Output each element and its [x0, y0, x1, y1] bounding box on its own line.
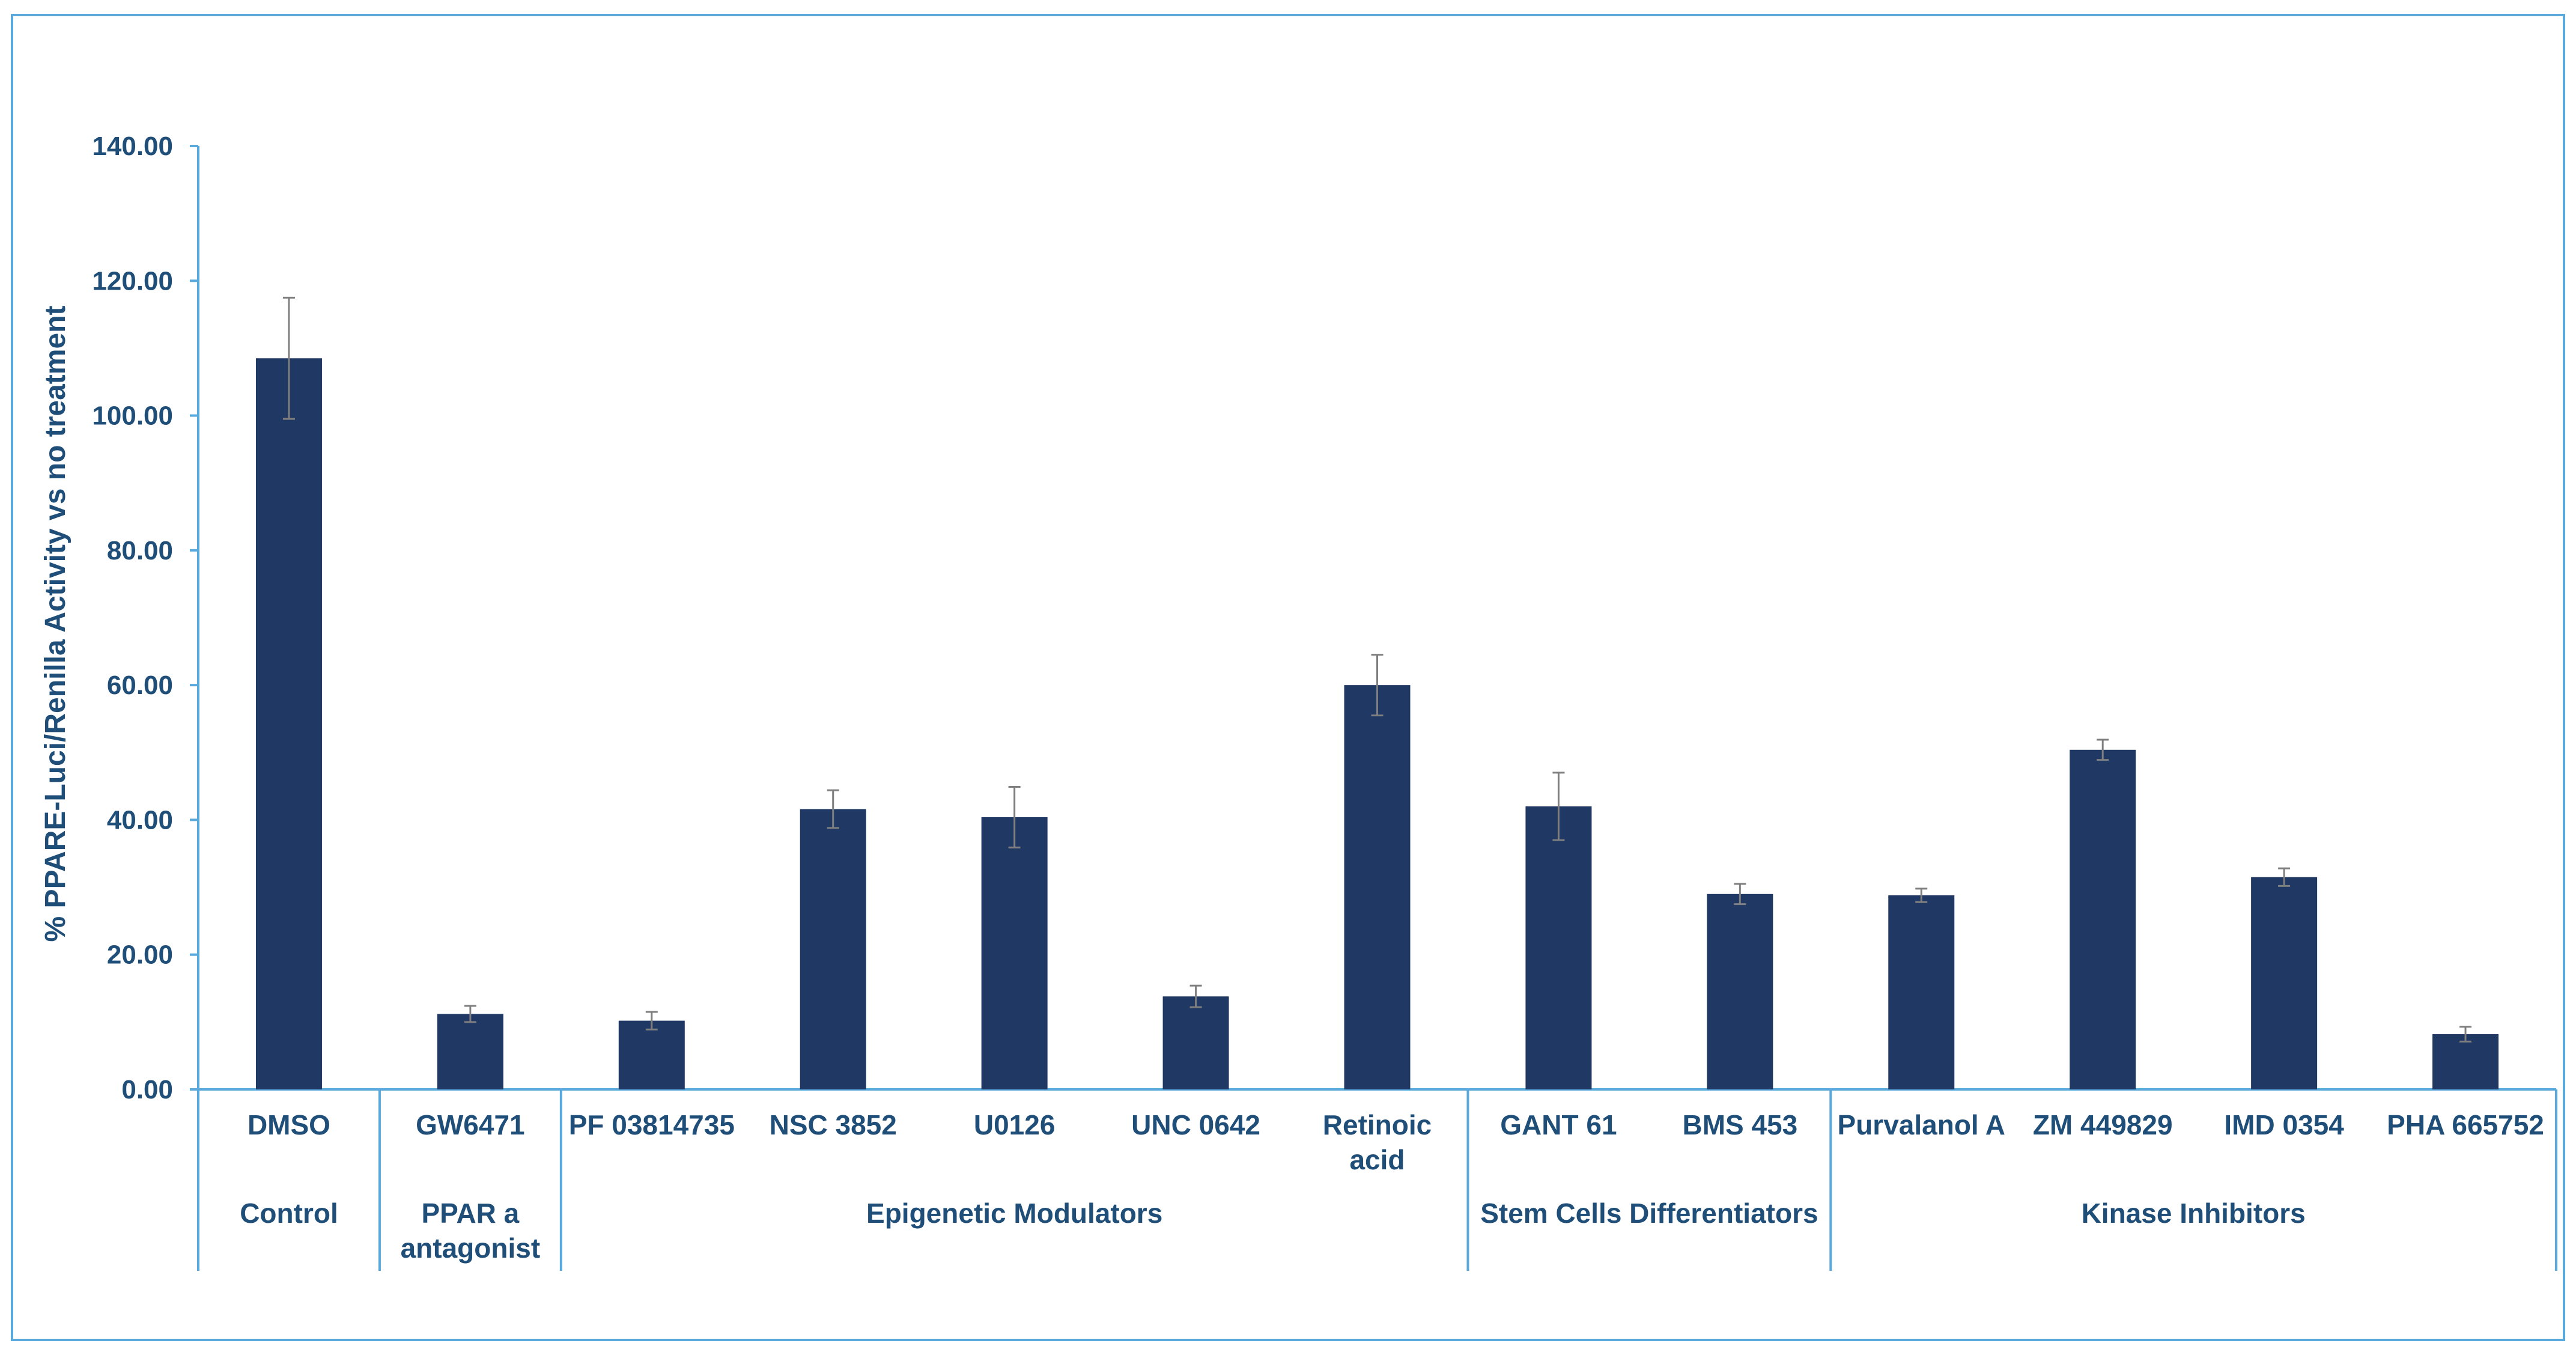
category-label: Purvalanol A — [1838, 1109, 2005, 1140]
group-label: Kinase Inhibitors — [2082, 1198, 2306, 1229]
bar — [981, 817, 1048, 1089]
bar — [437, 1014, 503, 1089]
y-tick-label: 0.00 — [121, 1075, 173, 1104]
bar — [2251, 877, 2318, 1089]
category-label: Retinoic — [1323, 1109, 1432, 1140]
group-label: PPAR a — [422, 1198, 520, 1229]
category-label: ZM 449829 — [2033, 1109, 2173, 1140]
category-label: IMD 0354 — [2224, 1109, 2344, 1140]
y-tick-label: 60.00 — [107, 671, 173, 700]
category-label: PHA 665752 — [2387, 1109, 2544, 1140]
category-label: acid — [1349, 1144, 1405, 1175]
category-label: U0126 — [974, 1109, 1056, 1140]
bar — [1888, 895, 1955, 1089]
y-tick-label: 100.00 — [92, 401, 173, 431]
group-label: Epigenetic Modulators — [866, 1198, 1162, 1229]
y-tick-label: 80.00 — [107, 536, 173, 565]
chart-frame — [11, 14, 2565, 1341]
category-label: GANT 61 — [1500, 1109, 1617, 1140]
group-label: Stem Cells Differentiators — [1480, 1198, 1818, 1229]
bar — [2432, 1034, 2499, 1089]
bar — [800, 809, 866, 1089]
category-label: NSC 3852 — [770, 1109, 897, 1140]
y-tick-label: 20.00 — [107, 940, 173, 970]
bar — [255, 358, 322, 1089]
y-axis-title: % PPARE-Luci/Renilla Activity vs no trea… — [40, 306, 71, 942]
bar — [1162, 996, 1229, 1089]
category-label: DMSO — [248, 1109, 330, 1140]
bar — [618, 1020, 685, 1089]
bar — [2070, 749, 2136, 1089]
category-label: GW6471 — [416, 1109, 525, 1140]
bar — [1344, 685, 1411, 1089]
category-label: BMS 453 — [1682, 1109, 1797, 1140]
category-label: PF 03814735 — [569, 1109, 735, 1140]
y-tick-label: 120.00 — [92, 266, 173, 296]
group-label: antagonist — [401, 1232, 541, 1264]
y-tick-label: 40.00 — [107, 805, 173, 835]
y-tick-label: 140.00 — [92, 132, 173, 161]
bar — [1525, 806, 1592, 1089]
group-label: Control — [240, 1198, 338, 1229]
bar — [1707, 894, 1773, 1089]
category-label: UNC 0642 — [1131, 1109, 1260, 1140]
